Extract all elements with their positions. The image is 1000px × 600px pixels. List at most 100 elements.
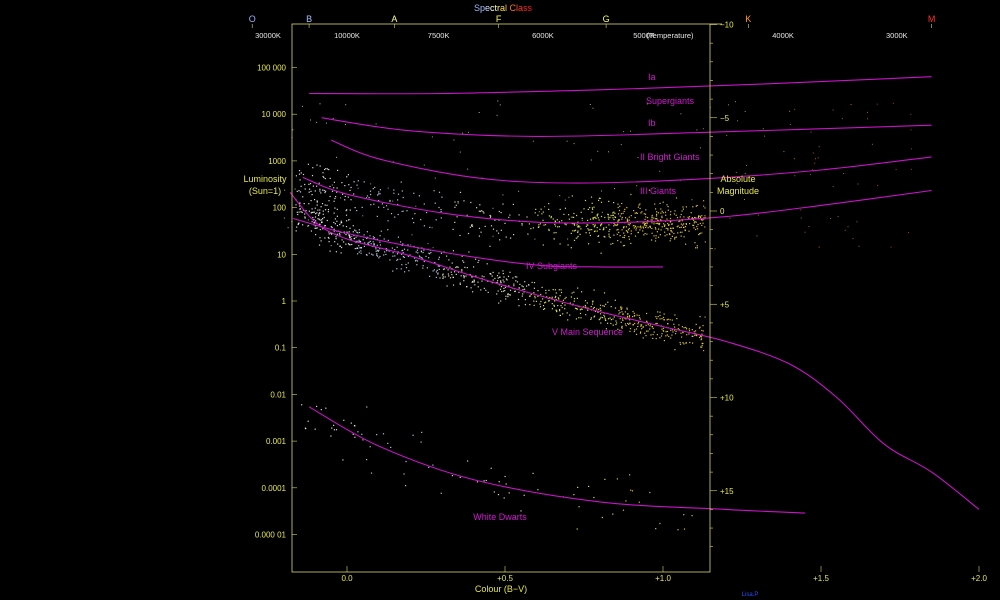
star-point bbox=[372, 236, 374, 238]
star-point bbox=[671, 223, 673, 225]
star-point bbox=[342, 225, 344, 227]
star-point bbox=[657, 223, 659, 225]
star-point bbox=[653, 235, 655, 237]
star-point bbox=[359, 241, 361, 243]
star-point bbox=[659, 337, 661, 339]
star-point bbox=[642, 222, 644, 224]
star-point bbox=[735, 101, 736, 103]
star-point bbox=[663, 340, 665, 342]
star-point bbox=[350, 422, 352, 424]
star-point bbox=[373, 203, 375, 205]
star-point bbox=[559, 295, 561, 297]
star-point bbox=[467, 168, 469, 170]
star-point bbox=[319, 165, 321, 167]
star-point bbox=[301, 211, 303, 213]
star-point bbox=[508, 216, 510, 218]
sequence-label: III Giants bbox=[640, 186, 677, 196]
star-point bbox=[407, 262, 409, 264]
star-point bbox=[695, 334, 697, 336]
star-point bbox=[573, 298, 576, 300]
star-point bbox=[431, 227, 433, 229]
star-point bbox=[592, 224, 594, 226]
star-point bbox=[678, 220, 680, 223]
star-point bbox=[528, 284, 530, 286]
star-point bbox=[312, 185, 314, 187]
star-point bbox=[318, 182, 320, 184]
star-point bbox=[481, 275, 483, 277]
star-point bbox=[696, 204, 698, 207]
star-point bbox=[349, 236, 351, 238]
star-point bbox=[656, 231, 658, 233]
star-point bbox=[661, 226, 663, 228]
star-point bbox=[438, 256, 440, 258]
star-point bbox=[513, 285, 515, 287]
star-point bbox=[657, 212, 659, 214]
star-point bbox=[466, 214, 468, 216]
star-point bbox=[561, 306, 563, 309]
star-point bbox=[670, 329, 672, 331]
star-point bbox=[459, 283, 461, 285]
star-point bbox=[491, 275, 493, 277]
star-point bbox=[320, 240, 322, 242]
star-point bbox=[355, 236, 357, 238]
star-point bbox=[518, 291, 520, 293]
star-point bbox=[688, 330, 691, 332]
star-point bbox=[612, 214, 614, 216]
star-point bbox=[662, 201, 664, 203]
star-point bbox=[662, 212, 664, 214]
star-point bbox=[700, 218, 702, 221]
star-point bbox=[485, 289, 487, 291]
star-point bbox=[420, 219, 422, 221]
star-point bbox=[312, 217, 314, 219]
star-point bbox=[533, 304, 535, 306]
star-point bbox=[663, 319, 665, 321]
star-point bbox=[641, 324, 643, 326]
star-point bbox=[550, 217, 552, 219]
star-point bbox=[442, 276, 444, 278]
star-point bbox=[703, 350, 705, 352]
star-point bbox=[497, 280, 499, 282]
star-point bbox=[621, 307, 623, 309]
star-point bbox=[379, 235, 381, 237]
star-point bbox=[354, 229, 356, 231]
temperature-tick-label: 6000K bbox=[532, 31, 554, 40]
star-point bbox=[654, 203, 656, 205]
star-point bbox=[369, 190, 372, 192]
star-point bbox=[402, 243, 404, 245]
star-point bbox=[336, 215, 338, 217]
star-point bbox=[700, 346, 702, 348]
star-point bbox=[659, 318, 661, 320]
star-point bbox=[579, 309, 581, 311]
star-point bbox=[366, 237, 368, 239]
star-point bbox=[336, 208, 338, 210]
star-point bbox=[626, 207, 628, 209]
star-point bbox=[689, 223, 691, 225]
star-point bbox=[462, 260, 464, 262]
star-point bbox=[605, 328, 607, 330]
luminosity-tick-label: 0.001 bbox=[266, 437, 287, 446]
star-point bbox=[604, 478, 606, 480]
star-point bbox=[596, 227, 598, 229]
star-point bbox=[837, 216, 839, 217]
star-point bbox=[578, 506, 580, 508]
star-point bbox=[656, 213, 658, 215]
star-point bbox=[483, 276, 485, 278]
star-point bbox=[700, 335, 702, 337]
star-point bbox=[490, 225, 493, 227]
star-point bbox=[910, 148, 912, 150]
star-point bbox=[355, 230, 357, 232]
star-point bbox=[671, 231, 673, 233]
star-point bbox=[329, 177, 331, 179]
star-point bbox=[641, 211, 643, 213]
star-point bbox=[585, 225, 587, 227]
star-point bbox=[635, 328, 638, 330]
star-point bbox=[623, 236, 625, 239]
star-point bbox=[378, 206, 380, 208]
star-point bbox=[679, 216, 681, 218]
star-point bbox=[316, 201, 318, 203]
star-point bbox=[351, 236, 353, 237]
star-point bbox=[598, 308, 600, 311]
star-point bbox=[385, 205, 388, 207]
